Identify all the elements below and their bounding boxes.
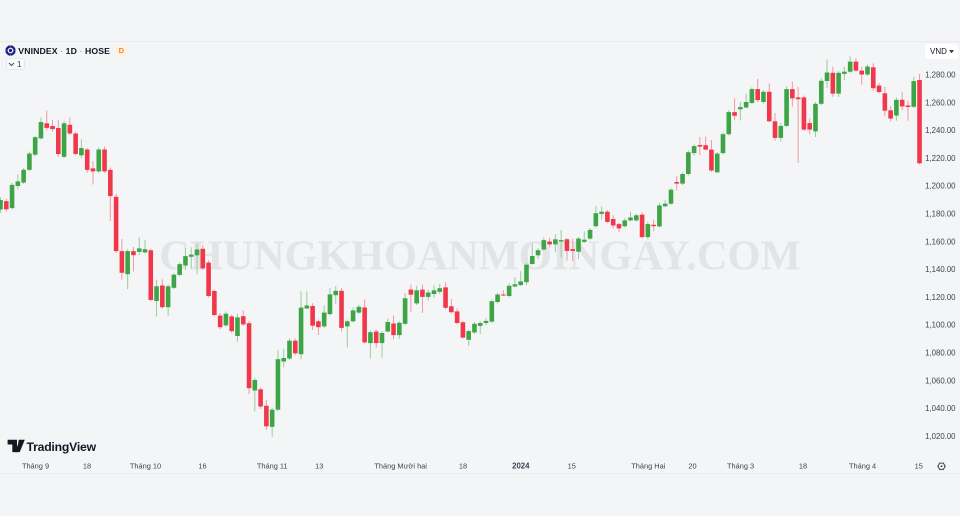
svg-text:18: 18 — [799, 462, 807, 471]
svg-text:Tháng Hai: Tháng Hai — [631, 462, 665, 471]
svg-text:Tháng 4: Tháng 4 — [849, 462, 876, 471]
svg-text:TradingView: TradingView — [27, 440, 97, 454]
svg-text:1,140.00: 1,140.00 — [925, 265, 956, 274]
svg-text:13: 13 — [315, 462, 323, 471]
svg-text:1,200.00: 1,200.00 — [925, 182, 956, 191]
svg-text:1,020.00: 1,020.00 — [925, 432, 956, 441]
svg-text:1,240.00: 1,240.00 — [925, 126, 956, 135]
svg-text:1,060.00: 1,060.00 — [925, 376, 956, 385]
svg-text:1,260.00: 1,260.00 — [925, 98, 956, 107]
svg-text:Tháng 10: Tháng 10 — [130, 462, 161, 471]
svg-text:1,120.00: 1,120.00 — [925, 293, 956, 302]
svg-text:1,100.00: 1,100.00 — [925, 321, 956, 330]
svg-text:15: 15 — [568, 462, 576, 471]
svg-text:2024: 2024 — [512, 462, 530, 471]
svg-text:1,220.00: 1,220.00 — [925, 154, 956, 163]
svg-text:1,160.00: 1,160.00 — [925, 237, 956, 246]
svg-text:15: 15 — [915, 462, 923, 471]
svg-text:Tháng 9: Tháng 9 — [22, 462, 49, 471]
svg-text:20: 20 — [688, 462, 696, 471]
svg-text:1,080.00: 1,080.00 — [925, 349, 956, 358]
svg-text:Tháng 3: Tháng 3 — [727, 462, 754, 471]
svg-text:1,180.00: 1,180.00 — [925, 210, 956, 219]
svg-text:1,280.00: 1,280.00 — [925, 71, 956, 80]
svg-text:Tháng Mười hai: Tháng Mười hai — [374, 462, 427, 471]
svg-text:18: 18 — [83, 462, 91, 471]
svg-text:CHUNGKHOANMOINGAY.COM: CHUNGKHOANMOINGAY.COM — [159, 233, 801, 280]
svg-text:1,040.00: 1,040.00 — [925, 404, 956, 413]
svg-text:18: 18 — [459, 462, 467, 471]
svg-text:16: 16 — [198, 462, 206, 471]
svg-text:Tháng 11: Tháng 11 — [257, 462, 288, 471]
